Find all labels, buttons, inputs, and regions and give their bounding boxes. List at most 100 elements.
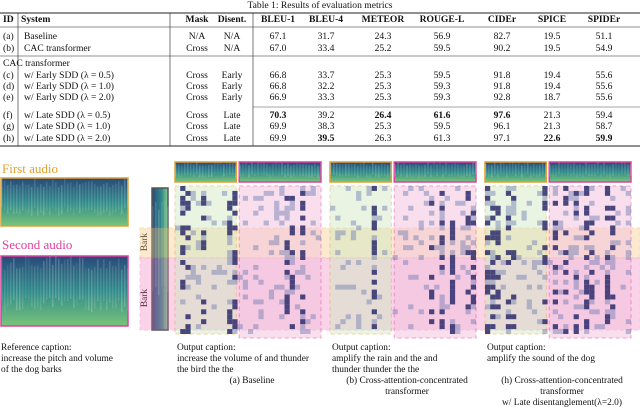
attention-cell — [439, 309, 445, 315]
attention-cell — [201, 309, 207, 315]
attention-cell — [227, 329, 233, 334]
spectrogram-texture — [109, 260, 111, 303]
attention-cell — [418, 309, 424, 315]
spectrogram-texture — [618, 163, 620, 176]
attention-cell — [563, 230, 569, 236]
table-cell: 82.7 — [494, 31, 511, 42]
attention-cell — [485, 250, 491, 256]
spectrogram-texture — [406, 165, 408, 178]
attention-cell — [485, 289, 491, 295]
attention-cell — [232, 299, 238, 305]
attention-cell — [573, 190, 579, 196]
table-cell: 90.2 — [494, 43, 511, 54]
attention-cell — [227, 240, 233, 246]
attention-cell — [625, 210, 631, 216]
attention-cell — [335, 284, 341, 290]
first-audio-label: First audio — [2, 161, 58, 176]
spectrogram-texture — [515, 164, 517, 177]
attention-cell — [542, 186, 548, 191]
attention-cell — [490, 294, 496, 300]
attention-cell — [470, 319, 476, 325]
spectrogram-texture — [260, 162, 262, 175]
attention-cell — [589, 250, 595, 256]
table-cell: 92.8 — [494, 92, 511, 103]
spectrogram-texture — [418, 165, 420, 178]
attention-cell — [289, 205, 295, 211]
attention-cell — [289, 279, 295, 285]
attention-cell — [284, 309, 290, 315]
spectrogram-texture — [193, 164, 195, 177]
attention-cell — [300, 200, 306, 206]
attention-cell — [310, 186, 316, 191]
attention-cell — [300, 240, 306, 246]
attention-cell — [568, 250, 574, 256]
attention-cell — [470, 304, 476, 310]
table-cell: w/ Late SDD (λ = 2.0) — [24, 133, 110, 144]
attention-cell — [449, 269, 456, 275]
attention-cell — [408, 304, 414, 310]
spectrogram-texture — [251, 162, 253, 175]
spectrogram-texture — [16, 184, 18, 214]
table-cell: Early — [222, 70, 243, 81]
attention-cell — [371, 225, 377, 231]
attention-cell — [552, 225, 558, 231]
attention-cell — [258, 205, 264, 211]
spectrogram-texture — [124, 179, 126, 208]
attention-cell — [227, 200, 233, 206]
attention-cell — [180, 230, 186, 236]
attention-cell — [584, 289, 590, 295]
spectrogram-texture — [445, 162, 447, 175]
spectrogram-texture — [621, 162, 623, 175]
attention-cell — [279, 186, 285, 191]
attention-cell — [340, 319, 346, 325]
spectrogram-texture — [43, 186, 45, 216]
attention-cell — [485, 329, 491, 334]
spectrogram-texture — [190, 163, 192, 176]
attention-cell — [511, 195, 517, 201]
attention-cell — [371, 255, 377, 260]
header-cell: BLEU-1 — [261, 14, 295, 25]
attention-cell — [345, 284, 351, 290]
spectrogram-texture — [76, 181, 78, 211]
attention-cell — [552, 245, 558, 251]
attention-cell — [505, 225, 512, 231]
table-cell: (a) — [3, 31, 14, 42]
attention-cell — [604, 289, 611, 295]
attention-cell — [397, 230, 403, 236]
attention-cell — [615, 240, 621, 246]
attention-cell — [439, 235, 445, 241]
table-cell: 55.6 — [596, 81, 613, 92]
table-cell: 51.1 — [596, 31, 613, 42]
attention-cell — [589, 260, 595, 265]
attention-cell — [531, 309, 538, 315]
spectrogram-texture — [579, 164, 581, 177]
attention-cell — [505, 220, 512, 226]
attention-cell — [305, 319, 311, 325]
spectrogram-texture — [415, 164, 417, 177]
attention-cell — [511, 255, 517, 260]
spectrogram-texture — [497, 165, 499, 178]
spectrogram-texture — [7, 185, 9, 214]
attention-cell — [589, 215, 595, 221]
attention-cell — [216, 269, 222, 275]
spectrogram-texture — [181, 165, 183, 178]
attention-cell — [490, 260, 496, 265]
attention-cell — [408, 274, 414, 280]
table-cell: (f) — [3, 110, 13, 121]
attention-cell — [310, 230, 316, 236]
attention-cell — [490, 269, 496, 275]
attention-cell — [232, 250, 238, 256]
attention-cell — [253, 264, 259, 270]
table-cell: 55.6 — [596, 70, 613, 81]
spectrogram-texture — [521, 165, 523, 178]
second-column-region — [238, 185, 322, 339]
attention-cell — [180, 195, 186, 201]
table-cell: N/A — [224, 31, 241, 42]
attention-cell — [470, 294, 476, 300]
spectrogram-texture — [178, 165, 180, 178]
attention-cell — [584, 255, 590, 260]
spectrogram-texture — [552, 165, 554, 178]
attention-cell — [258, 299, 264, 305]
attention-cell — [584, 299, 590, 305]
spectrogram-texture — [530, 165, 532, 178]
